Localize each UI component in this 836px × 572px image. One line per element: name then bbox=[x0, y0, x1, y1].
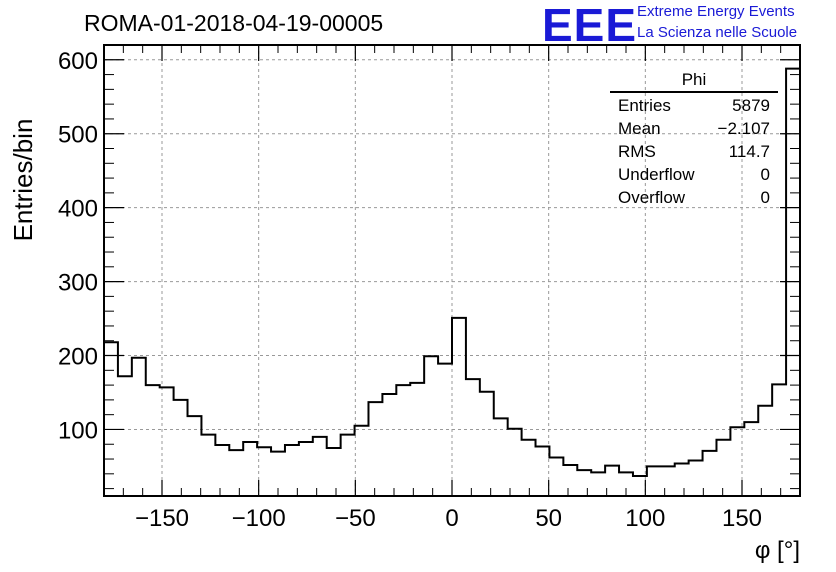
y-axis-label: Entries/bin bbox=[8, 119, 38, 242]
org-name-line1: Extreme Energy Events bbox=[637, 3, 795, 20]
x-axis-label: φ [°] bbox=[755, 537, 800, 564]
y-tick-label: 500 bbox=[58, 122, 98, 149]
y-tick-labels: 100 200 300 400 500 600 bbox=[58, 48, 98, 445]
x-tick-label: 0 bbox=[445, 505, 458, 532]
y-tick-label: 600 bbox=[58, 48, 98, 75]
x-tick-label: −50 bbox=[335, 505, 376, 532]
stats-row-entries: Entries 5879 bbox=[610, 94, 778, 117]
stats-value: 5879 bbox=[732, 96, 770, 115]
chart-title: ROMA-01-2018-04-19-00005 bbox=[84, 10, 384, 36]
stats-label: Mean bbox=[618, 119, 661, 138]
stats-value: 114.7 bbox=[728, 142, 770, 161]
stats-box: Phi Entries 5879 Mean −2.107 RMS 114.7 U… bbox=[610, 70, 778, 209]
y-tick-label: 200 bbox=[58, 344, 98, 371]
axis-ticks bbox=[103, 44, 801, 496]
x-tick-label: 50 bbox=[535, 505, 562, 532]
stats-row-mean: Mean −2.107 bbox=[610, 117, 778, 140]
stats-label: Entries bbox=[618, 96, 671, 115]
y-tick-label: 100 bbox=[58, 417, 98, 444]
stats-title: Phi bbox=[610, 70, 778, 93]
x-tick-label: 100 bbox=[625, 505, 665, 532]
x-tick-labels: −150 −100 −50 0 50 100 150 bbox=[135, 505, 762, 532]
stats-row-overflow: Overflow 0 bbox=[610, 186, 778, 209]
stats-label: Underflow bbox=[618, 165, 695, 184]
eee-logo: EEE bbox=[542, 0, 638, 51]
x-tick-label: −150 bbox=[135, 505, 189, 532]
stats-row-rms: RMS 114.7 bbox=[610, 140, 778, 163]
stats-label: Overflow bbox=[618, 188, 686, 207]
plot-frame bbox=[103, 44, 801, 497]
stats-value: 0 bbox=[760, 165, 770, 184]
stats-value: 0 bbox=[760, 188, 770, 207]
y-tick-label: 400 bbox=[58, 196, 98, 223]
stats-row-underflow: Underflow 0 bbox=[610, 163, 778, 186]
stats-label: RMS bbox=[618, 142, 656, 161]
histogram-series bbox=[104, 67, 800, 478]
stats-value: −2.107 bbox=[717, 119, 770, 138]
x-tick-label: −100 bbox=[232, 505, 286, 532]
org-name-line2: La Scienza nelle Scuole bbox=[637, 24, 798, 41]
y-tick-label: 300 bbox=[58, 270, 98, 297]
x-tick-label: 150 bbox=[722, 505, 762, 532]
